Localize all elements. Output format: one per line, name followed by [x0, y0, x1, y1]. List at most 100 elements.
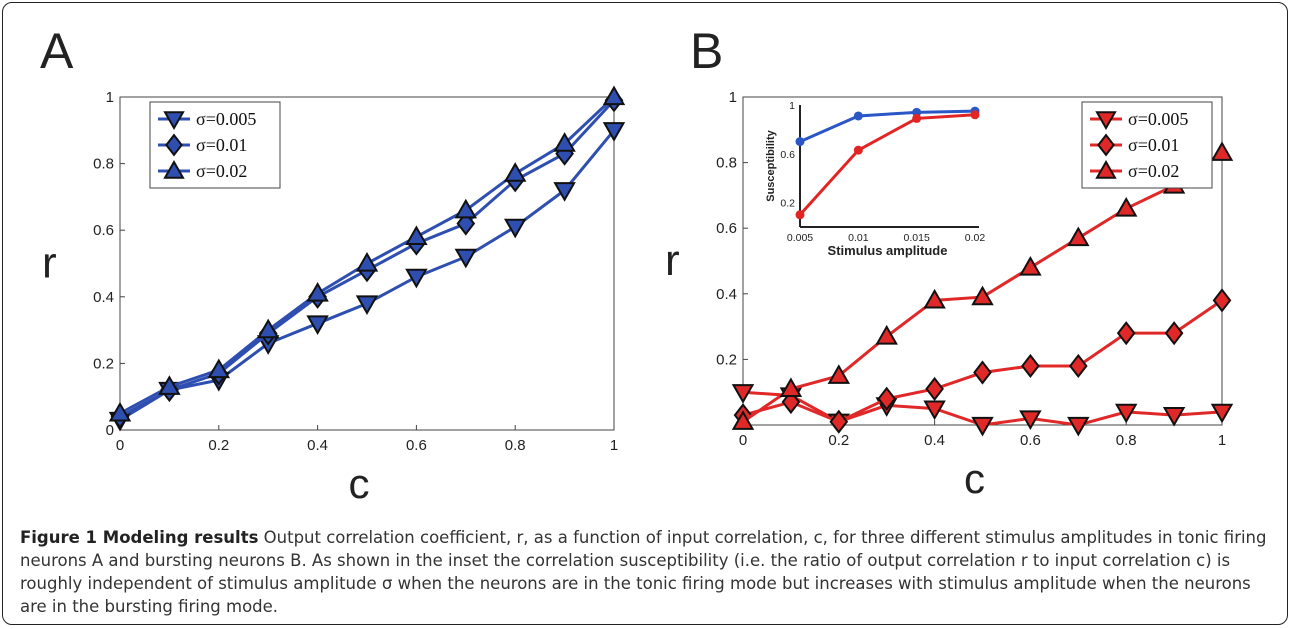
inset-series-line	[799, 109, 976, 143]
inset-x-tick-label: 0.02	[965, 232, 986, 244]
data-point	[602, 122, 626, 142]
inset-background	[758, 99, 987, 273]
data-point	[454, 248, 478, 269]
inset-data-point	[853, 145, 863, 155]
panel-label: A	[40, 23, 74, 79]
data-point	[1067, 226, 1090, 247]
x-tick-label: 0.2	[208, 437, 229, 454]
legend-label: σ=0.01	[196, 135, 247, 155]
caption-title: Figure 1 Modeling results	[20, 528, 259, 547]
x-tick-label: 0.6	[1020, 432, 1041, 449]
data-point	[355, 295, 379, 315]
data-point	[925, 376, 944, 402]
series-2	[108, 85, 626, 422]
data-point	[1164, 321, 1184, 346]
y-axis-label: r	[42, 239, 57, 288]
data-point	[1067, 416, 1090, 437]
legend-marker	[163, 111, 185, 131]
y-tick-label: 0.4	[716, 286, 737, 303]
panel-b: B0 0.2 0.4 0.6 0.8 10.20.40.60.81crσ=0.005σ=0…	[665, 23, 1234, 502]
y-tick-label: 0.6	[93, 222, 114, 239]
data-point	[553, 182, 576, 202]
caption-text: Output correlation coefficient, r, as a …	[20, 528, 1267, 616]
legend-label: σ=0.02	[1128, 161, 1179, 181]
panel-a: A0 0.2 0.4 0.6 0.8 100.20.40.60.81crσ=0.005σ=…	[40, 23, 626, 507]
data-point	[454, 198, 478, 219]
x-tick-label: 0	[116, 437, 124, 454]
inset-y-tick-label: 0.6	[780, 149, 795, 161]
data-point	[306, 315, 329, 335]
inset-data-point	[912, 113, 922, 123]
data-point	[779, 377, 803, 398]
inset-x-tick-label: 0.01	[848, 232, 869, 244]
panel-label: B	[690, 23, 723, 79]
figure-caption: Figure 1 Modeling results Output correla…	[20, 526, 1270, 618]
y-tick-label: 0.2	[716, 351, 737, 368]
data-point	[1114, 197, 1138, 217]
data-point	[827, 364, 851, 384]
inset-x-tick-label: 0.005	[787, 232, 813, 244]
data-point	[1114, 403, 1138, 424]
inset-series-line	[798, 113, 976, 216]
x-tick-label: 0.6	[406, 437, 427, 454]
data-point	[503, 162, 527, 182]
data-point	[875, 324, 898, 345]
inset-chart: 0.005 0.01 0.015 0.02 0.2 0.6 1 Stimulus amplit…	[758, 99, 987, 273]
legend-marker	[1097, 133, 1115, 157]
data-point	[1116, 321, 1136, 346]
legend-marker	[1095, 111, 1117, 131]
data-point	[973, 360, 992, 385]
inset-x-tick-label: 0.015	[904, 232, 930, 244]
inset-y-tick-label: 1	[789, 100, 795, 112]
x-tick-label: 1	[1218, 432, 1226, 449]
x-tick-label: 0.8	[505, 437, 526, 454]
data-point	[1021, 353, 1040, 379]
legend: σ=0.005 σ=0.01 σ=0.02	[1081, 101, 1213, 189]
y-tick-label: 0.6	[716, 220, 737, 237]
x-tick-label: 0.8	[1116, 432, 1137, 449]
data-point	[108, 401, 132, 422]
inset-y-axis-label: Susceptibility	[765, 129, 777, 201]
data-point	[923, 400, 946, 421]
inset-y-tick-label: 0.2	[780, 198, 795, 210]
data-point	[731, 384, 755, 404]
data-point	[1210, 403, 1234, 424]
data-point	[306, 281, 329, 302]
inset-data-point	[795, 137, 805, 147]
data-point	[971, 416, 994, 437]
y-tick-label: 0.2	[93, 355, 114, 372]
data-point	[1068, 353, 1088, 379]
data-point	[731, 410, 755, 430]
legend-label: σ=0.005	[1128, 109, 1188, 129]
y-tick-label: 1	[729, 89, 737, 106]
data-point	[553, 132, 576, 152]
data-point	[207, 358, 231, 379]
data-point	[256, 318, 280, 339]
data-point	[602, 85, 626, 106]
inset-data-point	[795, 210, 805, 220]
y-axis-label: r	[665, 236, 680, 285]
data-point	[971, 285, 994, 306]
data-point	[923, 288, 946, 309]
x-axis-label: c	[964, 455, 985, 502]
x-tick-label: 0.2	[828, 432, 849, 449]
y-tick-label: 0.4	[93, 289, 114, 306]
y-tick-label: 0.8	[93, 156, 114, 173]
legend-marker	[165, 133, 183, 157]
data-point	[1019, 410, 1042, 430]
data-point	[355, 251, 379, 272]
legend-marker	[163, 159, 185, 179]
y-tick-label: 0	[106, 422, 114, 439]
x-tick-label: 0	[739, 432, 747, 449]
series-1	[733, 288, 1232, 434]
y-tick-label: 1	[106, 89, 114, 106]
data-point	[405, 268, 428, 289]
legend-label: σ=0.02	[196, 161, 247, 181]
legend: σ=0.005 σ=0.01 σ=0.02	[149, 101, 281, 189]
data-point	[877, 386, 897, 411]
data-point	[158, 375, 181, 395]
x-tick-label: 1	[610, 437, 618, 454]
data-point	[1162, 407, 1186, 427]
